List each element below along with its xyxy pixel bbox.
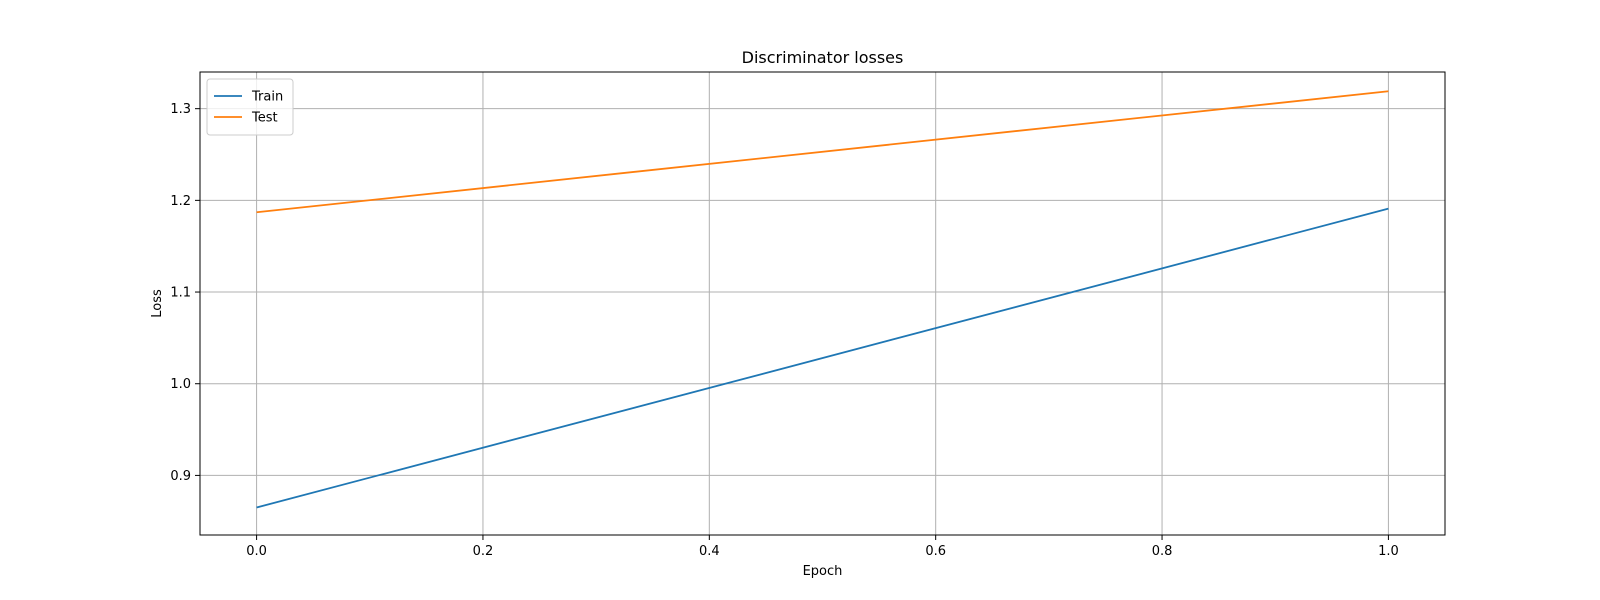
legend-label-test: Test <box>251 111 278 126</box>
y-tick-label: 1.2 <box>170 194 191 209</box>
y-tick-label: 0.9 <box>170 469 191 484</box>
series-lines <box>256 90 1389 509</box>
grid <box>200 72 1445 535</box>
series-line-train <box>256 207 1389 509</box>
x-tick-label: 0.8 <box>1152 544 1173 559</box>
y-tick-label: 1.0 <box>170 377 191 392</box>
x-tick-label: 0.4 <box>699 544 720 559</box>
x-tick-label: 0.2 <box>473 544 494 559</box>
y-tick-label: 1.3 <box>170 102 191 117</box>
x-axis-label: Epoch <box>803 564 843 579</box>
axis-ticks: 0.0 0.2 0.4 0.6 0.8 1.0 0.9 1.0 1.1 1.2 1.3 <box>170 102 1398 559</box>
legend: Train Test <box>206 78 294 136</box>
legend-label-train: Train <box>251 90 283 105</box>
chart-title: Discriminator losses <box>742 48 904 67</box>
legend-box <box>206 78 294 136</box>
x-tick-label: 0.6 <box>925 544 946 559</box>
y-tick-label: 1.1 <box>170 286 191 301</box>
y-axis-label: Loss <box>150 289 165 318</box>
series-line-test <box>256 90 1389 214</box>
x-tick-label: 0.0 <box>246 544 267 559</box>
x-tick-label: 1.0 <box>1378 544 1399 559</box>
plot-frame <box>199 71 1446 536</box>
